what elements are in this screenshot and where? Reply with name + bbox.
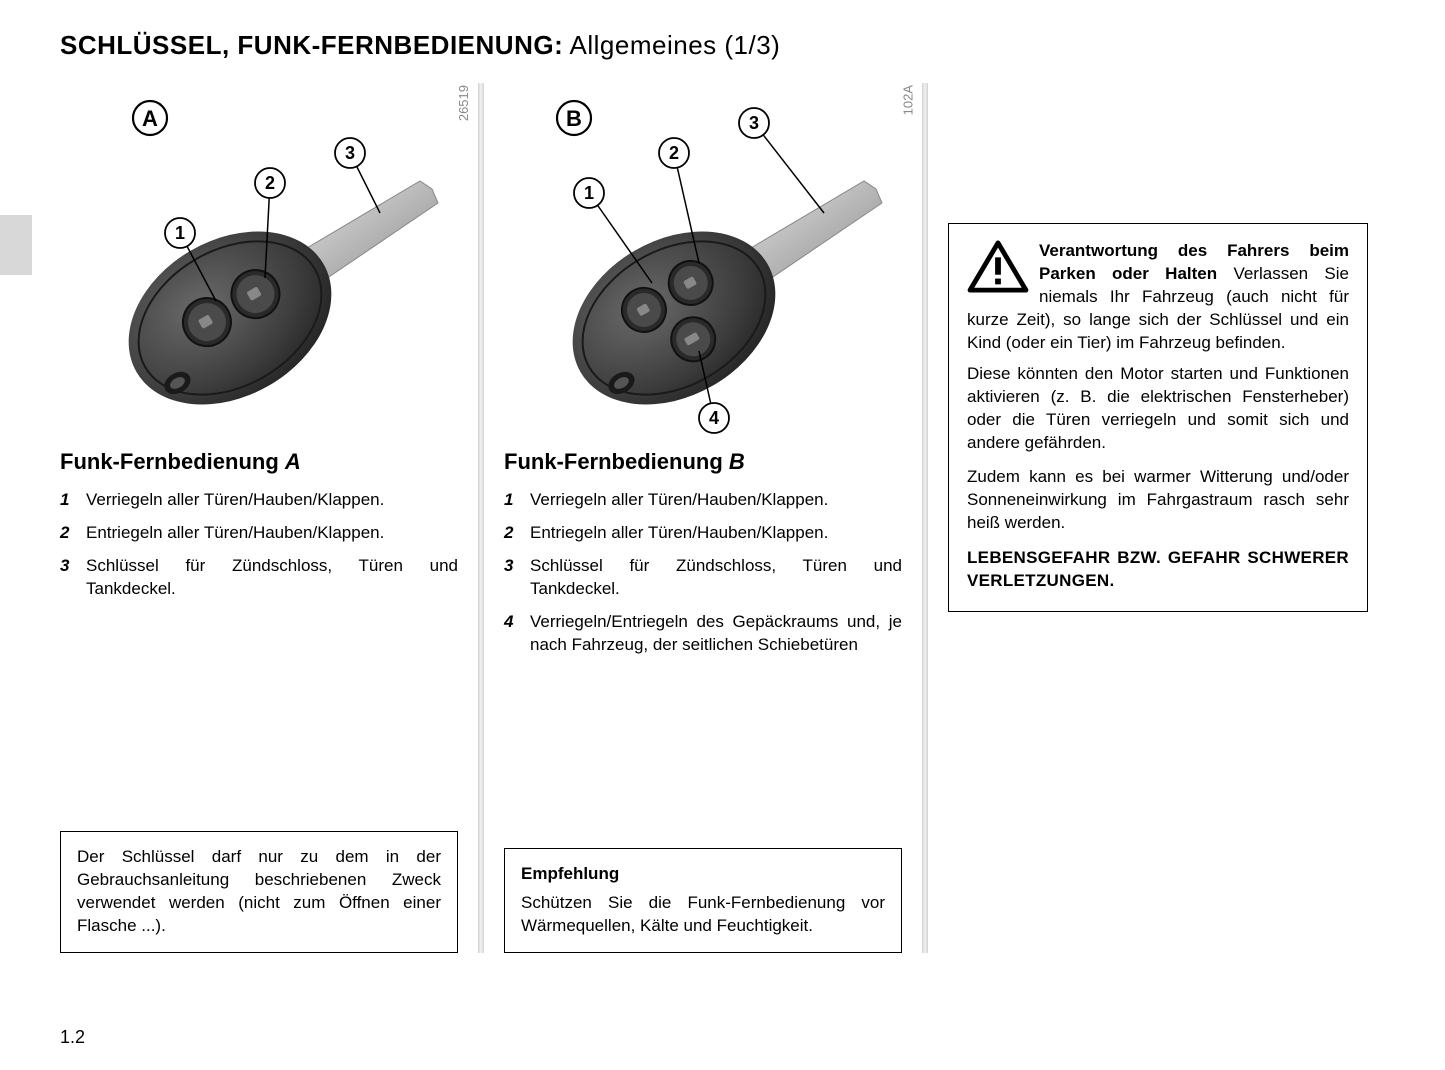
warning-header: Verantwortung des Fahrers beim Parken od… <box>967 240 1349 355</box>
section-b-heading: Funk-Fernbedienung B <box>504 449 902 475</box>
side-tab <box>0 215 32 275</box>
key-b-illustration: 1 2 3 4 B <box>504 83 902 443</box>
column-b: 102A <box>504 83 902 953</box>
list-item: 1Verriegeln aller Türen/Hauben/Klappen. <box>504 489 902 512</box>
figure-a-code: 26519 <box>456 85 471 121</box>
list-item: 3Schlüssel für Zündschloss, Türen und Ta… <box>60 555 458 601</box>
columns: 26519 <box>60 83 1385 953</box>
note-a-text: Der Schlüssel darf nur zu dem in der Geb… <box>77 847 441 935</box>
callout-b-2: 2 <box>669 143 679 163</box>
column-divider <box>478 83 484 953</box>
list-item: 4Verriegeln/Entriegeln des Gepäckraums u… <box>504 611 902 657</box>
callout-a-3: 3 <box>345 143 355 163</box>
column-c: Verantwortung des Fahrers beim Parken od… <box>948 83 1368 953</box>
section-b-list: 1Verriegeln aller Türen/Hauben/Klappen. … <box>504 489 902 657</box>
note-b-title: Empfehlung <box>521 863 885 886</box>
warning-p3: Zudem kann es bei warmer Witterung und/o… <box>967 466 1349 535</box>
note-b-text: Schützen Sie die Funk-Fernbedienung vor … <box>521 893 885 935</box>
section-a-list: 1Verriegeln aller Türen/Hauben/Klappen. … <box>60 489 458 601</box>
column-divider <box>922 83 928 953</box>
section-a-heading: Funk-Fernbedienung A <box>60 449 458 475</box>
callout-a-2: 2 <box>265 173 275 193</box>
figure-b-label: B <box>566 106 582 131</box>
note-box-a: Der Schlüssel darf nur zu dem in der Geb… <box>60 831 458 953</box>
key-a-illustration: 1 2 3 A <box>60 83 458 443</box>
column-a: 26519 <box>60 83 458 953</box>
page-number: 1.2 <box>60 1027 85 1048</box>
warning-box: Verantwortung des Fahrers beim Parken od… <box>948 223 1368 612</box>
figure-a: 26519 <box>60 83 458 443</box>
figure-b: 102A <box>504 83 902 443</box>
manual-page: SCHLÜSSEL, FUNK-FERNBEDIENUNG: Allgemein… <box>0 0 1445 1070</box>
list-item: 3Schlüssel für Zündschloss, Türen und Ta… <box>504 555 902 601</box>
list-item: 2Entriegeln aller Türen/Hauben/Klappen. <box>60 522 458 545</box>
list-item: 1Verriegeln aller Türen/Hauben/Klappen. <box>60 489 458 512</box>
callout-b-4: 4 <box>709 408 719 428</box>
callout-a-1: 1 <box>175 223 185 243</box>
warning-p2: Diese könnten den Motor starten und Funk… <box>967 363 1349 455</box>
figure-a-label: A <box>142 106 158 131</box>
callout-b-3: 3 <box>749 113 759 133</box>
title-bold: SCHLÜSSEL, FUNK-FERNBEDIENUNG: <box>60 30 563 60</box>
page-title: SCHLÜSSEL, FUNK-FERNBEDIENUNG: Allgemein… <box>60 30 1385 61</box>
title-rest: Allgemeines (1/3) <box>563 30 780 60</box>
figure-b-code: 102A <box>900 85 915 115</box>
note-box-b: Empfehlung Schützen Sie die Funk-Fernbed… <box>504 848 902 953</box>
warning-icon <box>967 240 1029 294</box>
list-item: 2Entriegeln aller Türen/Hauben/Klappen. <box>504 522 902 545</box>
warning-danger: LEBENSGEFAHR BZW. GEFAHR SCHWERER VERLET… <box>967 547 1349 593</box>
callout-b-1: 1 <box>584 183 594 203</box>
